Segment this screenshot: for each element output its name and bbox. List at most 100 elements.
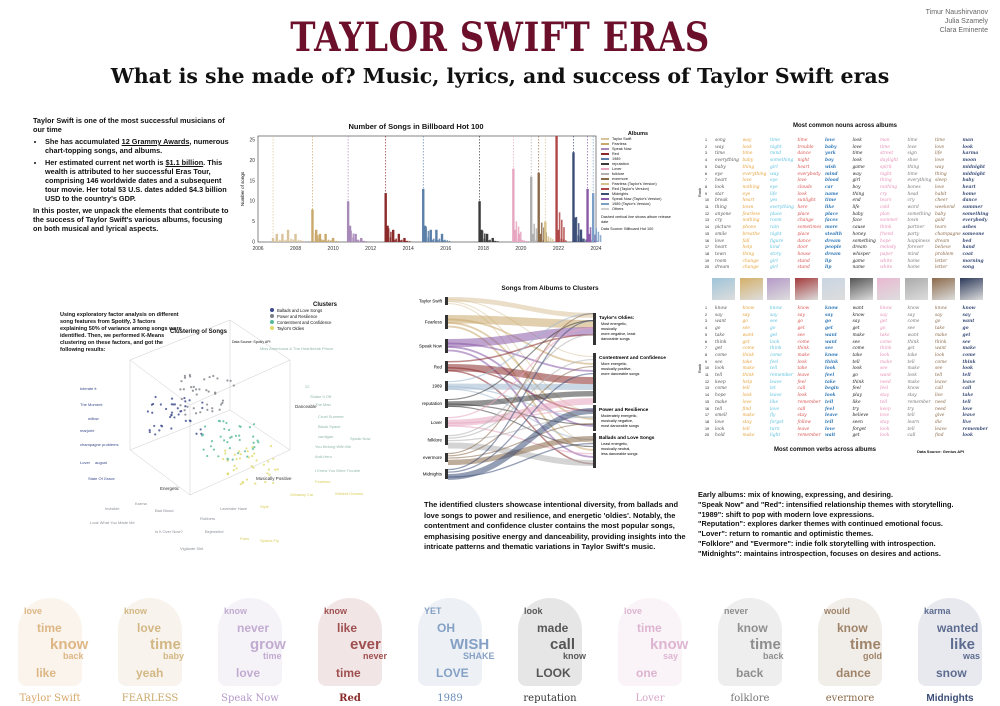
grid-word: game — [852, 164, 865, 170]
song-label: Style — [260, 504, 270, 509]
song-label: Wildest Dreams — [335, 491, 363, 496]
sankey-cluster-label: Power and Resilience — [599, 407, 649, 413]
grid-word: take — [825, 379, 836, 385]
scatter-point — [183, 376, 187, 379]
grid-word: get — [715, 346, 723, 352]
scatter-point — [188, 373, 191, 377]
sankey-node — [445, 381, 448, 391]
album-cover — [904, 278, 928, 300]
legend-item: Speak Now (Taylor's Version) — [601, 197, 675, 202]
intro-lead: Taylor Swift is one of the most successf… — [33, 116, 225, 134]
cloud-word: baby — [163, 651, 185, 661]
grid-word: break — [715, 198, 728, 204]
rank-number: 8 — [705, 184, 707, 189]
sankey-title: Songs from Albums to Clusters — [501, 285, 599, 292]
grid-word: say — [742, 312, 750, 318]
x-tick-label: 2010 — [328, 246, 339, 252]
sankey-flow — [447, 425, 594, 455]
grid-word: want — [907, 332, 919, 338]
grid-word: lip — [825, 265, 832, 271]
bar — [493, 240, 496, 242]
networth-link[interactable]: $1.1 billion — [165, 158, 204, 167]
sankey-node — [445, 339, 448, 353]
grid-word: summer — [962, 205, 983, 210]
sankey-flow — [447, 359, 594, 439]
grid-word: look — [962, 144, 974, 150]
scatter-point — [179, 404, 182, 407]
grid-word: say — [770, 312, 778, 318]
bar — [535, 239, 537, 242]
song-label: champagne problems — [80, 442, 118, 447]
grid-word: eye — [715, 171, 723, 177]
sankey-flow — [447, 373, 594, 473]
scatter-point — [218, 408, 221, 411]
grid-word: night — [797, 158, 810, 164]
bar — [392, 229, 395, 242]
grid-word: dance — [797, 238, 811, 244]
legend-label: Midnights — [612, 192, 629, 196]
song-label: august — [95, 460, 108, 465]
grid-word: make — [715, 399, 728, 405]
scatter-point — [177, 413, 180, 416]
sankey-cluster-desc: danceable songs — [601, 337, 630, 341]
sankey-flow — [447, 408, 594, 480]
grid-word: help — [742, 379, 753, 385]
grid-word: come — [852, 346, 865, 352]
album-wordcloud: karma wanted like was snow Midnights — [900, 592, 1000, 706]
bar — [401, 239, 403, 242]
album-wordcloud: look made call know LOOK reputation — [500, 592, 600, 706]
scatter-point — [252, 423, 256, 426]
scatter-point — [202, 448, 205, 451]
bar — [535, 228, 538, 242]
album-name: 1989 — [437, 693, 463, 704]
grid-word: play — [852, 393, 862, 399]
grid-word: like — [852, 399, 861, 405]
bar — [356, 239, 359, 242]
era-line: "Reputation": explores darker themes wit… — [698, 519, 943, 529]
cluster-3d-scatter: Energetic Musically Positive Danceable Miss… — [80, 319, 371, 551]
grid-word: go — [825, 319, 831, 325]
grid-word: think — [880, 346, 892, 352]
hot100-title: Number of Songs in Billboard Hot 100 — [348, 122, 484, 131]
grid-word: town — [907, 218, 919, 224]
x-tick-label: 2008 — [290, 246, 301, 252]
grammy-link[interactable]: 12 Grammy Awards — [121, 137, 190, 146]
scatter-point — [199, 428, 202, 431]
cloud-word: time — [263, 651, 282, 661]
axis-edge — [189, 449, 291, 496]
sankey-flow — [447, 313, 594, 455]
sankey-album-label: Midnights — [423, 472, 443, 477]
cloud-word: time — [637, 621, 662, 635]
scatter-point — [239, 425, 242, 428]
rank-number: 4 — [705, 326, 707, 331]
rank-number: 7 — [705, 178, 707, 183]
sankey-node — [445, 435, 448, 445]
scatter-point — [272, 457, 275, 460]
scatter-point — [251, 455, 254, 458]
legend-title: Albums — [627, 131, 649, 137]
scatter-point — [180, 380, 183, 383]
bar — [394, 239, 396, 242]
grid-word: stand — [797, 258, 810, 264]
rank-number: 12 — [705, 379, 709, 384]
album-wordcloud: love time know back like Taylor Swift — [0, 592, 100, 706]
grid-word: breathe — [742, 231, 760, 237]
cluster-dot — [270, 308, 274, 312]
cloud-word: know — [650, 636, 689, 653]
cloud-word: back — [736, 666, 764, 680]
verbs-ylabel: Rank — [697, 363, 703, 374]
scatter-point — [184, 405, 187, 408]
bar — [281, 233, 284, 242]
bar — [277, 241, 280, 242]
poster-title: TAYLOR SWIFT ERAS — [290, 14, 710, 62]
sankey-node — [445, 453, 448, 462]
grid-word: faces — [825, 218, 838, 224]
scatter-point — [205, 403, 209, 406]
cloud-word: made — [537, 621, 569, 635]
rank-number: 3 — [705, 151, 707, 156]
grid-word: see — [935, 366, 943, 372]
x-tick-label: 2022 — [553, 246, 564, 252]
grid-word: stay — [907, 393, 917, 399]
sankey-album-label: Lover — [431, 420, 443, 425]
album-name: Red — [339, 693, 361, 704]
